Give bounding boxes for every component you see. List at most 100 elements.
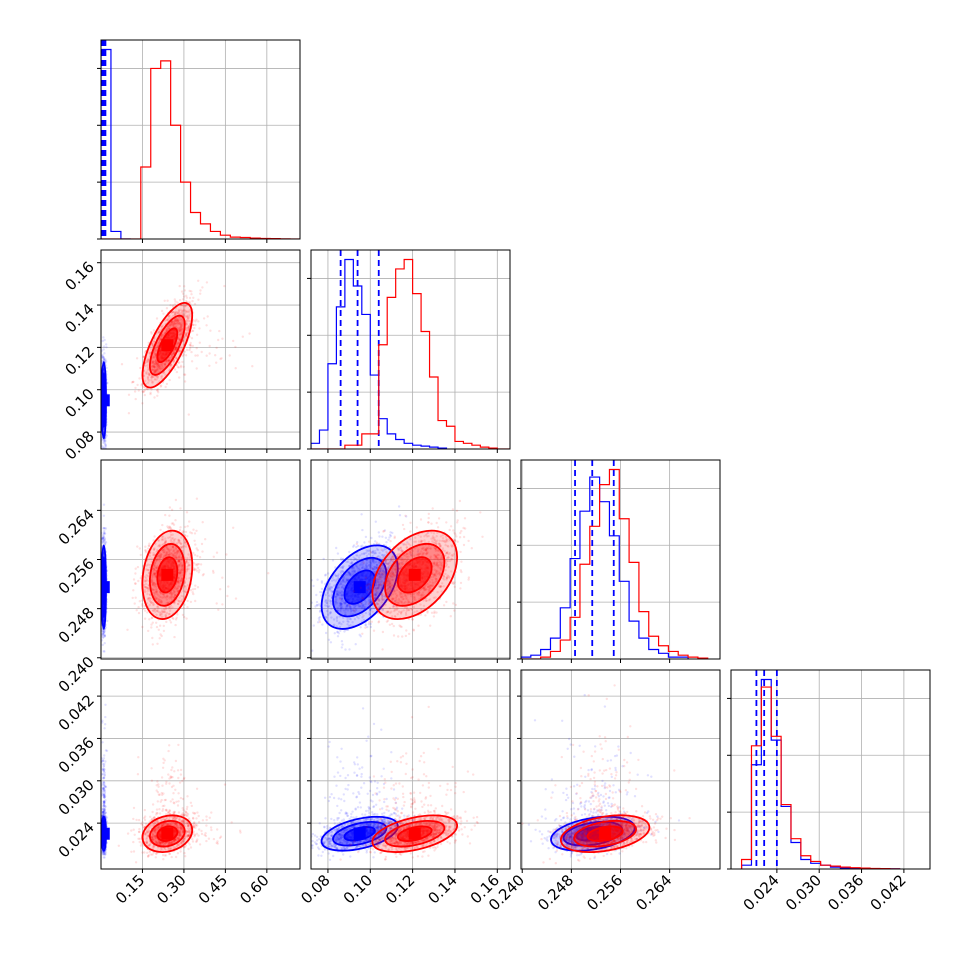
scatter-point [215, 602, 218, 605]
scatter-point [153, 369, 157, 372]
density-peak [161, 339, 174, 352]
scatter-point [147, 341, 150, 344]
scatter-point [188, 343, 192, 347]
scatter-point [185, 543, 188, 546]
scatter-point [172, 523, 176, 526]
scatter-point [158, 601, 162, 604]
scatter-point [154, 576, 157, 579]
scatter-point [178, 600, 181, 604]
scatter-point [159, 552, 162, 556]
scatter-point [176, 311, 179, 314]
scatter-point [187, 413, 190, 416]
scatter-point [176, 322, 179, 325]
scatter-point [185, 294, 188, 297]
scatter-point [178, 568, 181, 572]
scatter-point [135, 357, 139, 360]
scatter-point [248, 332, 251, 335]
scatter-point [130, 381, 134, 384]
scatter-point [150, 348, 153, 351]
scatter-point [172, 550, 175, 553]
scatter-point [106, 619, 109, 623]
scatter-point [147, 575, 150, 578]
scatter-point [136, 383, 139, 387]
scatter-point [156, 345, 159, 348]
scatter-point [141, 599, 144, 602]
scatter-point [176, 552, 179, 556]
scatter-point [155, 371, 158, 374]
scatter-point [170, 595, 174, 598]
scatter-point [178, 555, 181, 558]
scatter-point [101, 359, 104, 363]
scatter-point [160, 325, 163, 328]
scatter-point [178, 564, 182, 567]
scatter-point [150, 376, 153, 379]
scatter-point [183, 540, 187, 544]
scatter-point [155, 361, 158, 365]
scatter-point [194, 584, 197, 587]
scatter-point [267, 572, 270, 575]
scatter-point [171, 545, 175, 548]
scatter-point [173, 322, 176, 325]
scatter-point [176, 320, 179, 323]
scatter-point [105, 343, 108, 346]
scatter-point [178, 309, 181, 313]
scatter-point [172, 359, 175, 363]
scatter-point [181, 563, 184, 567]
scatter-point [161, 609, 164, 612]
scatter-point [178, 337, 181, 341]
scatter-point [172, 350, 175, 354]
scatter-point [177, 585, 180, 588]
scatter-point [185, 333, 188, 336]
scatter-point [168, 605, 171, 608]
scatter-point [177, 602, 180, 606]
scatter-point [168, 525, 171, 528]
scatter-point [177, 563, 180, 567]
scatter-point [154, 365, 157, 368]
scatter-point [103, 630, 106, 633]
scatter-point [102, 356, 105, 359]
scatter-point [168, 359, 171, 362]
scatter-point [102, 531, 106, 534]
scatter-point [181, 312, 185, 315]
scatter-point [155, 363, 158, 366]
scatter-point [164, 554, 167, 558]
scatter-point [167, 325, 170, 329]
scatter-point [182, 538, 186, 541]
scatter-point [151, 364, 154, 368]
scatter-point [160, 309, 164, 313]
scatter-point [177, 560, 181, 563]
scatter-point [153, 365, 156, 369]
scatter-point [180, 324, 183, 327]
scatter-point [167, 359, 170, 363]
scatter-point [190, 290, 193, 293]
scatter-point [188, 309, 191, 312]
scatter-point [139, 366, 142, 370]
scatter-point [146, 568, 149, 572]
scatter-point [185, 296, 189, 299]
scatter-point [103, 650, 106, 653]
scatter-point [179, 571, 182, 574]
scatter-point [175, 318, 178, 321]
scatter-point [160, 367, 163, 371]
scatter-point [171, 554, 174, 557]
scatter-point [178, 316, 181, 319]
scatter-point [185, 569, 189, 573]
y-tick-label: 0.16 [61, 258, 97, 294]
scatter-point [156, 368, 160, 371]
scatter-point [153, 572, 157, 576]
scatter-point [159, 633, 162, 636]
scatter-point [154, 378, 157, 381]
scatter-point [103, 358, 106, 361]
scatter-point [165, 551, 168, 554]
scatter-point [103, 634, 107, 637]
scatter-point [102, 446, 105, 449]
scatter-point [427, 531, 430, 534]
scatter-point [164, 363, 167, 366]
scatter-point [178, 338, 182, 341]
scatter-point [186, 329, 189, 332]
scatter-point [183, 289, 186, 292]
scatter-point [182, 365, 185, 368]
scatter-point [180, 545, 183, 549]
scatter-point [175, 542, 178, 545]
scatter-point [173, 540, 176, 543]
